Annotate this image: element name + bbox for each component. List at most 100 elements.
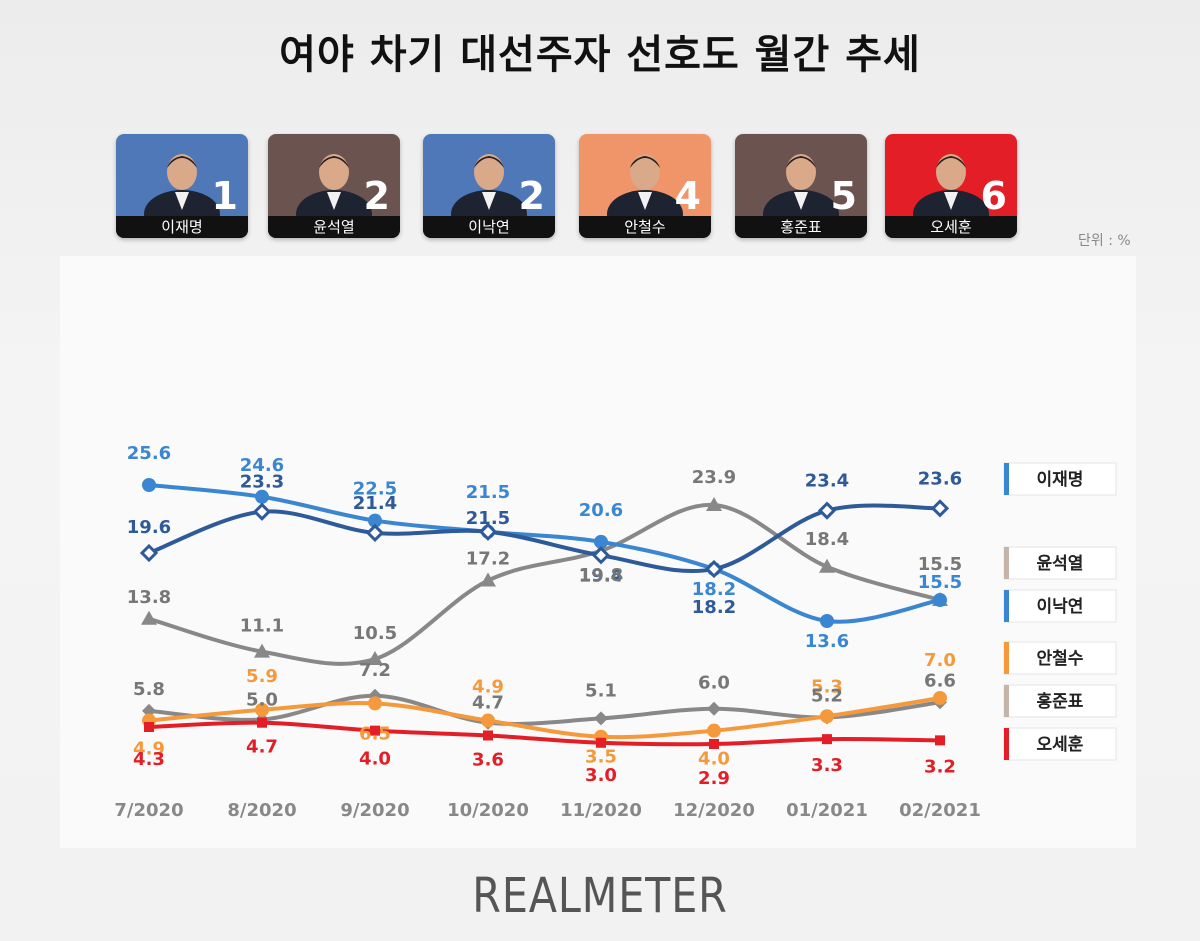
portrait-icon xyxy=(296,154,372,216)
data-point xyxy=(707,701,721,716)
data-point xyxy=(819,558,835,573)
data-point xyxy=(365,523,385,543)
data-label: 4.7 xyxy=(472,693,504,714)
data-label: 22.5 xyxy=(353,479,397,500)
data-point xyxy=(820,614,834,628)
data-label: 21.4 xyxy=(353,493,397,514)
data-point xyxy=(933,593,947,607)
portrait-icon xyxy=(913,154,989,216)
series-line xyxy=(147,502,942,666)
rank-number: 2 xyxy=(518,174,545,218)
data-label: 2.9 xyxy=(698,768,730,789)
data-label: 5.1 xyxy=(585,680,617,701)
x-tick-label: 10/2020 xyxy=(447,800,529,821)
x-tick-label: 01/2021 xyxy=(786,800,868,821)
page-title: 여야 차기 대선주자 선호도 월간 추세 xyxy=(279,32,921,78)
legend-label: 이낙연 xyxy=(1037,597,1084,617)
data-point xyxy=(480,572,496,587)
data-point xyxy=(596,737,606,748)
candidate-name: 이재명 xyxy=(116,216,248,238)
data-label: 3.3 xyxy=(811,755,843,776)
rank-number: 4 xyxy=(674,174,701,218)
data-point xyxy=(707,723,721,738)
data-point xyxy=(709,739,719,749)
candidate-card: 6 오세훈 xyxy=(885,134,1017,238)
legend-label: 오세훈 xyxy=(1037,734,1084,755)
legend-swatch xyxy=(1004,642,1009,674)
data-point xyxy=(817,501,837,520)
data-label: 4.0 xyxy=(359,749,391,770)
data-label: 21.5 xyxy=(466,508,510,529)
data-label: 5.8 xyxy=(133,679,165,700)
data-label: 20.6 xyxy=(579,500,623,521)
legend-item xyxy=(1003,589,1117,623)
legend-item xyxy=(1003,641,1117,675)
series-line xyxy=(147,483,942,624)
data-point xyxy=(367,651,383,665)
data-point xyxy=(141,610,157,625)
candidate-name: 오세훈 xyxy=(885,216,1017,238)
data-label: 21.5 xyxy=(466,482,510,503)
data-point xyxy=(368,696,382,711)
data-label: 3.2 xyxy=(924,756,956,777)
data-point xyxy=(255,489,269,504)
data-point xyxy=(144,722,154,732)
data-point xyxy=(370,725,380,736)
series-line xyxy=(147,696,942,740)
data-label: 17.2 xyxy=(466,549,510,570)
x-tick-label: 7/2020 xyxy=(114,800,183,821)
data-point xyxy=(142,478,156,492)
data-point xyxy=(483,730,493,741)
data-label: 3.0 xyxy=(585,765,617,786)
candidate-name: 안철수 xyxy=(579,216,711,238)
data-label: 19.8 xyxy=(579,565,623,586)
x-tick-label: 9/2020 xyxy=(340,800,409,821)
x-tick-label: 11/2020 xyxy=(560,800,642,821)
data-label: 10.5 xyxy=(353,623,397,644)
series-line xyxy=(147,720,942,747)
data-point xyxy=(478,522,498,541)
candidate-name: 윤석열 xyxy=(268,216,400,238)
data-label: 4.9 xyxy=(133,739,165,760)
candidate-card: 1 이재명 xyxy=(116,134,248,238)
legend-item xyxy=(1003,727,1117,761)
data-point xyxy=(594,534,608,549)
rank-number: 1 xyxy=(211,174,238,218)
portrait-icon xyxy=(607,154,683,216)
legend-label: 홍준표 xyxy=(1037,691,1084,712)
candidate-cards: 1 이재명 2 윤석열 2 이낙연 4 안철수 5 홍준표 6 오세훈 xyxy=(0,134,1200,240)
portrait-icon xyxy=(451,154,527,216)
data-label: 5.2 xyxy=(811,685,843,706)
data-label: 4.0 xyxy=(698,749,730,770)
data-point xyxy=(930,499,950,518)
data-point xyxy=(594,711,608,726)
data-label: 18.2 xyxy=(692,579,736,600)
data-label: 5.0 xyxy=(246,689,278,710)
data-point xyxy=(935,735,945,746)
data-point xyxy=(368,513,382,528)
rank-number: 6 xyxy=(980,174,1007,218)
candidate-name: 이낙연 xyxy=(423,216,555,238)
data-point xyxy=(822,734,832,745)
data-label: 6.5 xyxy=(359,723,391,744)
legend-swatch xyxy=(1004,728,1009,760)
data-point xyxy=(139,543,159,563)
data-label: 5.9 xyxy=(246,666,278,687)
data-label: 19.4 xyxy=(579,565,623,586)
data-label: 23.4 xyxy=(805,471,849,492)
rank-number: 2 xyxy=(363,174,390,218)
data-label: 4.7 xyxy=(246,737,278,758)
data-label: 23.3 xyxy=(240,472,284,493)
legend-swatch xyxy=(1004,463,1009,495)
x-tick-label: 02/2021 xyxy=(899,800,981,821)
data-label: 19.6 xyxy=(127,517,171,538)
legend-swatch xyxy=(1004,547,1009,579)
data-label: 18.2 xyxy=(692,597,736,618)
candidate-card: 4 안철수 xyxy=(579,134,711,238)
legend-label: 이재명 xyxy=(1037,470,1084,490)
data-label: 4.9 xyxy=(472,677,504,698)
data-point xyxy=(255,702,269,717)
data-label: 23.9 xyxy=(692,467,736,488)
data-point xyxy=(254,643,270,658)
